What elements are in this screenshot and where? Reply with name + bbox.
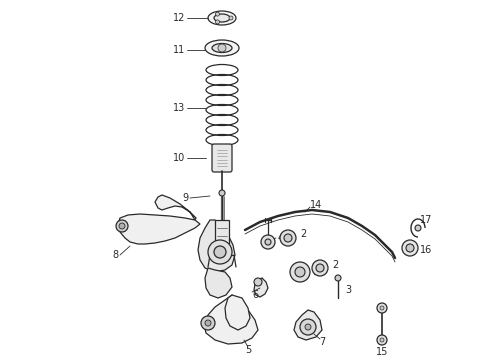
Text: 9: 9	[182, 193, 188, 203]
Text: 4: 4	[278, 233, 284, 243]
Circle shape	[377, 303, 387, 313]
Text: 14: 14	[310, 200, 322, 210]
Text: 6: 6	[252, 290, 258, 300]
Polygon shape	[254, 278, 268, 297]
Circle shape	[402, 240, 418, 256]
Circle shape	[218, 44, 226, 52]
Circle shape	[216, 12, 220, 16]
Circle shape	[300, 319, 316, 335]
Polygon shape	[205, 268, 232, 298]
Polygon shape	[118, 214, 200, 244]
Text: 1: 1	[313, 267, 319, 277]
Circle shape	[214, 246, 226, 258]
Ellipse shape	[208, 11, 236, 25]
Ellipse shape	[214, 14, 230, 22]
Text: 5: 5	[245, 345, 251, 355]
Text: 12: 12	[172, 13, 185, 23]
Circle shape	[380, 338, 384, 342]
Circle shape	[316, 264, 324, 272]
Circle shape	[335, 275, 341, 281]
Circle shape	[377, 335, 387, 345]
Text: 17: 17	[420, 215, 432, 225]
Text: 2: 2	[332, 260, 338, 270]
Circle shape	[284, 234, 292, 242]
Text: 16: 16	[420, 245, 432, 255]
Circle shape	[406, 244, 414, 252]
Circle shape	[415, 225, 421, 231]
Polygon shape	[204, 295, 258, 344]
Bar	[215, 220, 229, 255]
Ellipse shape	[212, 44, 232, 53]
Circle shape	[254, 278, 262, 286]
Polygon shape	[225, 295, 250, 330]
Circle shape	[205, 320, 211, 326]
Text: 7: 7	[319, 337, 325, 347]
Circle shape	[280, 230, 296, 246]
Circle shape	[305, 324, 311, 330]
Polygon shape	[198, 220, 235, 272]
Circle shape	[290, 262, 310, 282]
Polygon shape	[294, 310, 322, 340]
Text: 8: 8	[112, 250, 118, 260]
Text: 10: 10	[173, 153, 185, 163]
FancyBboxPatch shape	[212, 144, 232, 172]
Circle shape	[119, 223, 125, 229]
Text: 15: 15	[376, 347, 388, 357]
Circle shape	[265, 239, 271, 245]
Text: 11: 11	[173, 45, 185, 55]
Circle shape	[201, 316, 215, 330]
Polygon shape	[155, 195, 196, 220]
Circle shape	[380, 306, 384, 310]
Text: 13: 13	[173, 103, 185, 113]
Circle shape	[219, 190, 225, 196]
Circle shape	[216, 20, 220, 24]
Circle shape	[312, 260, 328, 276]
Text: 3: 3	[345, 285, 351, 295]
Circle shape	[229, 16, 233, 20]
Circle shape	[116, 220, 128, 232]
Circle shape	[208, 240, 232, 264]
Circle shape	[261, 235, 275, 249]
Ellipse shape	[205, 40, 239, 56]
Circle shape	[295, 267, 305, 277]
Text: 2: 2	[300, 229, 306, 239]
